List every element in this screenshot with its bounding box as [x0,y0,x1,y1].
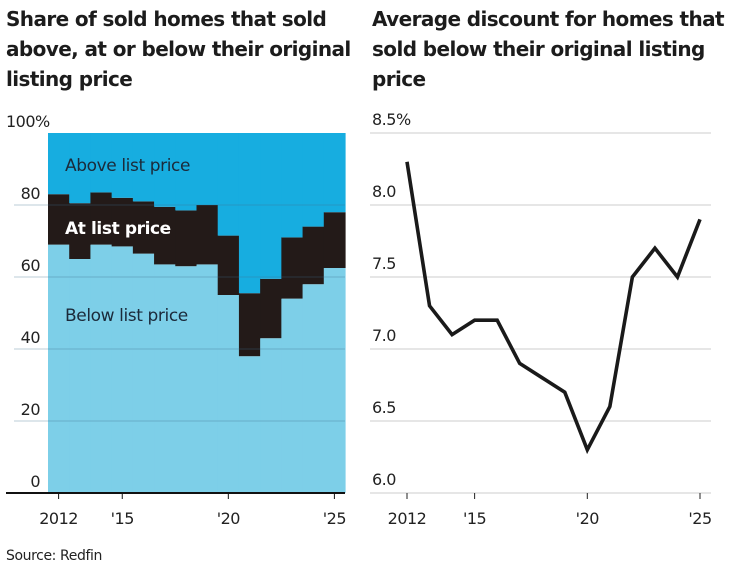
source-note: Source: Redfin [6,548,102,564]
bar-below-2014 [90,244,113,493]
y-tick-label: 7.0 [372,326,396,345]
bar-above-2016 [132,133,155,202]
bar-above-2013 [69,133,92,204]
bar-at-2022 [260,278,282,339]
bar-below-2012 [48,244,70,493]
bar-at-2012 [48,194,70,245]
bar-at-2021 [238,293,261,357]
bar-at-2024 [302,226,325,285]
y-tick-label: 8.0 [372,182,396,201]
y-tick-label: 7.5 [372,254,396,273]
bar-at-2017 [154,206,176,265]
bar-below-2022 [260,338,282,493]
label-at-list-price: At list price [65,219,171,239]
bar-above-2025 [323,133,346,213]
x-tick-label: 2012 [388,509,427,528]
bar-at-2018 [175,210,198,267]
x-tick-label: '20 [576,509,600,528]
bar-above-2014 [90,133,113,193]
y-tick-label: 40 [21,328,41,347]
x-tick-label: '15 [463,509,486,528]
y-tick-label: 20 [21,400,41,419]
bar-below-2021 [238,356,261,493]
bar-above-2021 [238,133,261,294]
bar-below-2016 [132,253,155,493]
bar-below-2013 [69,259,92,493]
y-tick-label: 6.0 [372,470,396,489]
bar-below-2019 [196,264,219,493]
bar-at-2019 [196,205,219,265]
y-tick-label: 8.5% [372,110,411,129]
bar-at-2013 [69,203,92,259]
y-tick-label: 100% [6,112,50,131]
bar-above-2024 [302,133,325,227]
bar-above-2020 [217,133,240,236]
y-tick-label: 0 [30,472,40,491]
bar-above-2017 [154,133,176,207]
bar-below-2025 [323,268,346,493]
x-tick-label: '25 [688,509,711,528]
bar-below-2024 [302,284,325,493]
y-tick-label: 6.5 [372,398,396,417]
bar-above-2012 [48,133,70,195]
bar-at-2023 [281,237,304,299]
bar-below-2018 [175,266,198,493]
bar-above-2018 [175,133,198,211]
x-tick-label: 2012 [39,509,78,528]
bar-at-2015 [111,197,134,247]
x-tick-label: '20 [217,509,241,528]
bar-below-2020 [217,295,240,493]
label-above-list-price: Above list price [65,156,190,176]
y-tick-label: 80 [21,184,41,203]
discount-line [405,161,702,455]
label-below-list-price: Below list price [65,306,188,326]
y-tick-label: 60 [21,256,41,275]
bar-below-2017 [154,264,176,493]
bar-at-2025 [323,212,346,268]
bar-at-2016 [132,201,155,254]
right-chart-title: Average discount for homes that sold bel… [372,7,725,91]
bar-below-2015 [111,246,134,493]
x-tick-label: '15 [111,509,134,528]
x-tick-label: '25 [323,509,346,528]
bar-at-2020 [217,235,240,295]
bar-above-2023 [281,133,304,238]
bar-above-2019 [196,133,219,205]
left-chart-title: Share of sold homes that sold above, at … [6,7,351,91]
bar-at-2014 [90,192,113,245]
bar-below-2023 [281,298,304,493]
bar-above-2022 [260,133,282,279]
bar-above-2015 [111,133,134,198]
